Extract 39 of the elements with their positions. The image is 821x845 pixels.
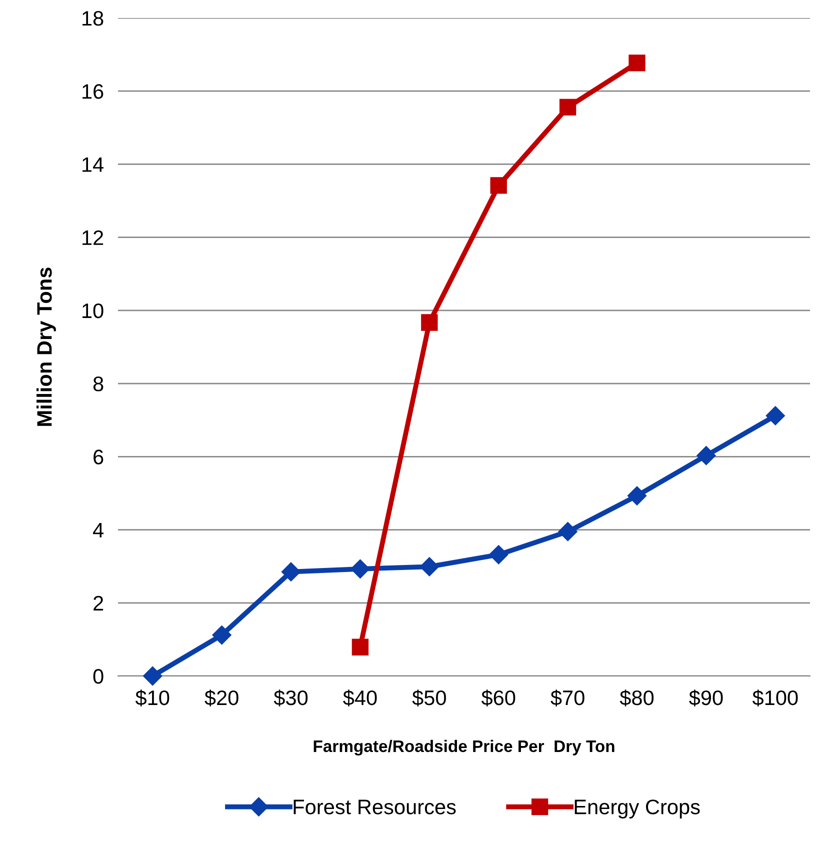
x-tick-label: $20 — [204, 690, 238, 706]
x-tick-label: $90 — [689, 690, 723, 706]
y-tick-label: 14 — [82, 157, 104, 172]
point — [212, 626, 232, 645]
y-tick-label: 12 — [82, 230, 104, 245]
point — [628, 54, 646, 72]
x-tick-label: $30 — [274, 690, 308, 706]
point — [281, 562, 301, 582]
x-tick-label: $40 — [343, 690, 377, 706]
y-tick-label: 4 — [93, 522, 104, 538]
x-tick-label: $100 — [752, 690, 798, 706]
point — [559, 98, 576, 116]
x-axis-title: Farmgate/Roadside Price Per Dry Ton — [314, 740, 614, 756]
x-tick-label: $70 — [550, 690, 584, 706]
point — [558, 522, 578, 542]
y-tick-label: 10 — [82, 303, 104, 318]
legend-label: Forest Resources — [294, 800, 456, 814]
point — [352, 638, 369, 656]
point — [489, 545, 508, 564]
point — [421, 314, 438, 331]
legend-label: Energy Crops — [574, 800, 700, 818]
x-tick-label: $10 — [135, 690, 170, 706]
y-tick-label: 8 — [93, 376, 104, 392]
y-tick-label: 6 — [94, 450, 104, 464]
y-tick-label: 0 — [93, 669, 104, 684]
point — [350, 559, 370, 578]
point — [420, 557, 439, 576]
y-tick-label: 2 — [94, 596, 104, 610]
y-axis-title: Million Dry Tons — [36, 268, 56, 426]
y-tick-label: 16 — [82, 84, 104, 99]
x-tick-label: $80 — [620, 690, 654, 706]
point — [143, 666, 162, 686]
point — [627, 486, 647, 506]
y-tick-label: 18 — [82, 11, 104, 26]
point — [766, 406, 785, 426]
x-tick-label: $50 — [412, 690, 446, 706]
x-tick-label: $60 — [481, 690, 516, 706]
point — [490, 177, 507, 194]
point — [696, 446, 716, 466]
